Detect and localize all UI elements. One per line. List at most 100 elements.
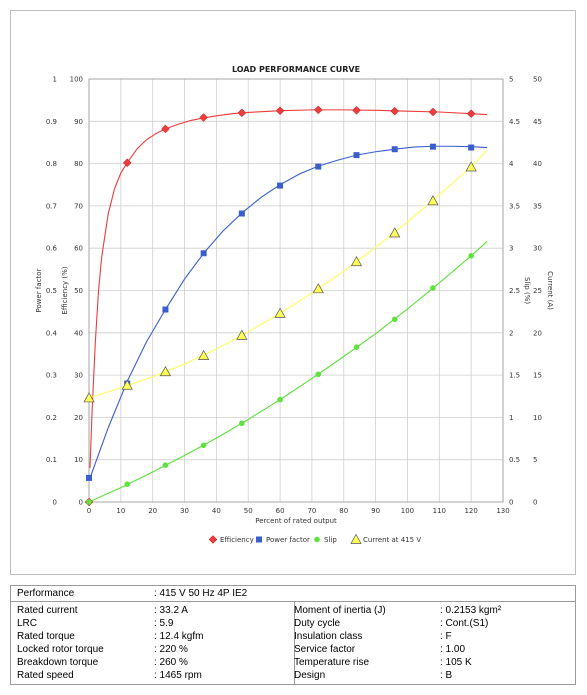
y-tick-label-cur: 45 xyxy=(533,118,542,126)
y-tick-label-slip: 1 xyxy=(509,414,513,422)
spec-value: : 33.2 A xyxy=(154,605,188,616)
data-point-2 xyxy=(277,396,283,403)
data-point-3 xyxy=(83,392,95,403)
y-tick-label-cur: 40 xyxy=(533,160,542,168)
y-tick-label-cur: 35 xyxy=(533,202,542,210)
y-tick-label-pf: 0 xyxy=(53,499,57,507)
y-tick-label-slip: 2.5 xyxy=(509,287,520,295)
legend-marker-2 xyxy=(314,536,320,543)
data-point-1 xyxy=(353,152,360,159)
spec-label: Locked rotor torque xyxy=(17,644,104,655)
performance-table: Performance : 415 V 50 Hz 4P IE2 Rated c… xyxy=(10,585,576,685)
data-point-1 xyxy=(200,250,207,257)
spec-value: : Cont.(S1) xyxy=(440,618,489,629)
chart-panel: LOAD PERFORMANCE CURVE 0 10 20 30 40 50 60 70 80 9… xyxy=(10,10,576,575)
data-point-3 xyxy=(121,379,133,390)
data-point-0 xyxy=(313,105,323,115)
data-point-2 xyxy=(162,462,169,468)
chart-title: LOAD PERFORMANCE CURVE xyxy=(232,65,360,74)
spec-value: : 1.00 xyxy=(440,644,466,655)
y-tick-label-eff: 90 xyxy=(74,118,83,126)
y-tick-label-pf: 0.1 xyxy=(46,456,57,464)
data-point-0 xyxy=(352,105,361,115)
y-axis-title-cur: Current (A) xyxy=(546,271,554,310)
spec-label: Rated torque xyxy=(17,631,75,642)
legend-label-0: Efficiency xyxy=(220,536,254,544)
legend-marker-0 xyxy=(208,535,218,544)
spec-value: : 12.4 kgfm xyxy=(154,631,204,642)
y-axis-title-slip: Slip (%) xyxy=(523,277,531,304)
y-tick-label-slip: 2 xyxy=(509,329,513,337)
x-tick-label: 60 xyxy=(276,507,285,515)
data-point-3 xyxy=(312,283,324,294)
y-tick-label-cur: 20 xyxy=(533,329,542,337)
y-tick-label-cur: 5 xyxy=(533,456,537,464)
data-point-0 xyxy=(275,106,285,116)
data-point-2 xyxy=(315,371,322,378)
data-point-3 xyxy=(465,161,477,172)
y-tick-label-cur: 30 xyxy=(533,245,542,253)
y-tick-label-slip: 4 xyxy=(509,160,514,168)
data-point-3 xyxy=(236,329,248,340)
x-tick-label: 70 xyxy=(307,507,316,515)
spec-value: : 1465 rpm xyxy=(154,670,202,681)
y-tick-label-eff: 20 xyxy=(74,414,83,422)
y-tick-label-eff: 30 xyxy=(74,372,83,380)
data-point-2 xyxy=(200,442,207,449)
y-tick-label-pf: 0.8 xyxy=(46,160,57,168)
spec-label: Temperature rise xyxy=(294,657,370,668)
y-tick-label-eff: 60 xyxy=(74,245,83,253)
y-tick-label-pf: 0.7 xyxy=(46,202,57,210)
data-point-3 xyxy=(274,307,286,318)
spec-value: : 0.2153 kgm² xyxy=(440,605,502,616)
y-tick-label-cur: 10 xyxy=(533,414,542,422)
data-point-1 xyxy=(429,143,436,150)
spec-value: : 5.9 xyxy=(154,618,174,629)
spec-label: Moment of inertia (J) xyxy=(294,605,386,616)
data-point-0 xyxy=(199,113,208,122)
y-tick-label-eff: 50 xyxy=(74,287,83,295)
data-point-2 xyxy=(353,344,360,350)
data-point-3 xyxy=(159,365,172,377)
legend-label-3: Current at 415 V xyxy=(363,536,421,544)
data-point-0 xyxy=(428,107,438,117)
spec-value: : 105 K xyxy=(440,657,472,668)
y-tick-label-slip: 0 xyxy=(509,499,513,507)
x-tick-label: 0 xyxy=(87,507,91,515)
y-tick-label-eff: 100 xyxy=(70,76,83,84)
y-tick-label-slip: 5 xyxy=(509,76,513,84)
column-divider xyxy=(294,602,295,684)
data-point-1 xyxy=(468,144,475,151)
y-tick-label-cur: 0 xyxy=(533,499,537,507)
y-tick-label-slip: 3.5 xyxy=(509,202,520,210)
legend-marker-3 xyxy=(350,533,362,544)
y-tick-label-pf: 0.6 xyxy=(46,245,58,253)
y-axis-title-pf: Power factor xyxy=(35,268,43,312)
x-axis-title: Percent of rated output xyxy=(255,517,337,525)
data-point-1 xyxy=(315,163,322,170)
legend-label-2: Slip xyxy=(324,536,337,544)
y-tick-label-pf: 0.2 xyxy=(46,414,57,422)
spec-value: : F xyxy=(440,631,452,642)
y-tick-label-pf: 0.5 xyxy=(46,287,57,295)
data-point-0 xyxy=(161,124,170,134)
data-point-3 xyxy=(427,195,439,206)
data-point-2 xyxy=(86,499,92,505)
x-tick-label: 110 xyxy=(433,507,446,515)
y-tick-label-pf: 0.3 xyxy=(46,372,57,380)
data-point-2 xyxy=(430,285,436,291)
x-tick-label: 40 xyxy=(212,507,221,515)
x-tick-label: 50 xyxy=(244,507,253,515)
data-point-0 xyxy=(466,109,476,119)
y-tick-label-eff: 70 xyxy=(74,202,83,210)
data-point-3 xyxy=(198,349,210,360)
spec-value: : 260 % xyxy=(154,657,188,668)
data-point-0 xyxy=(390,106,400,116)
series-line-1 xyxy=(88,145,488,482)
data-point-2 xyxy=(391,316,398,323)
y-tick-label-slip: 0.5 xyxy=(509,456,520,464)
plot-border xyxy=(88,78,504,503)
y-tick-label-slip: 1.5 xyxy=(509,372,520,380)
data-point-1 xyxy=(391,146,398,153)
data-point-1 xyxy=(86,474,92,481)
